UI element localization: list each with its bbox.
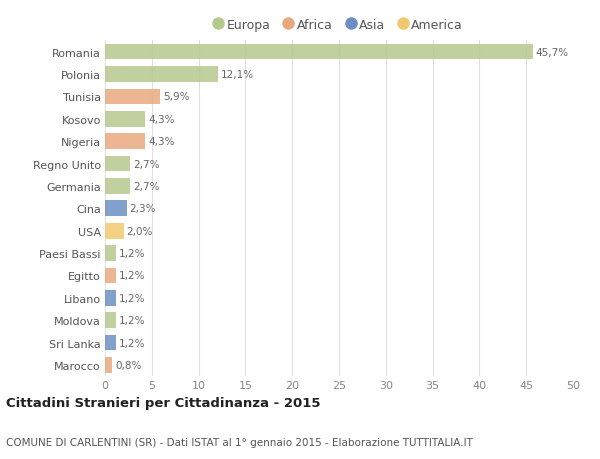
Text: 2,7%: 2,7%: [133, 181, 160, 191]
Text: 5,9%: 5,9%: [163, 92, 190, 102]
Text: 0,8%: 0,8%: [115, 360, 142, 370]
Legend: Europa, Africa, Asia, America: Europa, Africa, Asia, America: [215, 19, 463, 32]
Bar: [105, 67, 218, 83]
Text: 1,2%: 1,2%: [119, 315, 146, 325]
Text: 12,1%: 12,1%: [221, 70, 254, 80]
Bar: [105, 358, 112, 373]
Text: 2,0%: 2,0%: [127, 226, 153, 236]
Bar: [105, 313, 116, 328]
Bar: [105, 268, 116, 284]
Bar: [105, 224, 124, 239]
Bar: [105, 112, 145, 127]
Bar: [105, 246, 116, 261]
Text: 1,2%: 1,2%: [119, 248, 146, 258]
Text: 4,3%: 4,3%: [148, 114, 175, 124]
Bar: [105, 90, 160, 105]
Bar: [105, 45, 533, 60]
Text: 1,2%: 1,2%: [119, 293, 146, 303]
Bar: [105, 134, 145, 150]
Bar: [105, 157, 130, 172]
Text: 1,2%: 1,2%: [119, 338, 146, 348]
Bar: [105, 291, 116, 306]
Text: 2,7%: 2,7%: [133, 159, 160, 169]
Text: COMUNE DI CARLENTINI (SR) - Dati ISTAT al 1° gennaio 2015 - Elaborazione TUTTITA: COMUNE DI CARLENTINI (SR) - Dati ISTAT a…: [6, 437, 473, 447]
Text: 4,3%: 4,3%: [148, 137, 175, 147]
Bar: [105, 179, 130, 194]
Text: 2,3%: 2,3%: [130, 204, 156, 214]
Bar: [105, 335, 116, 351]
Bar: [105, 201, 127, 217]
Text: 45,7%: 45,7%: [536, 47, 569, 57]
Text: 1,2%: 1,2%: [119, 271, 146, 281]
Text: Cittadini Stranieri per Cittadinanza - 2015: Cittadini Stranieri per Cittadinanza - 2…: [6, 396, 320, 409]
